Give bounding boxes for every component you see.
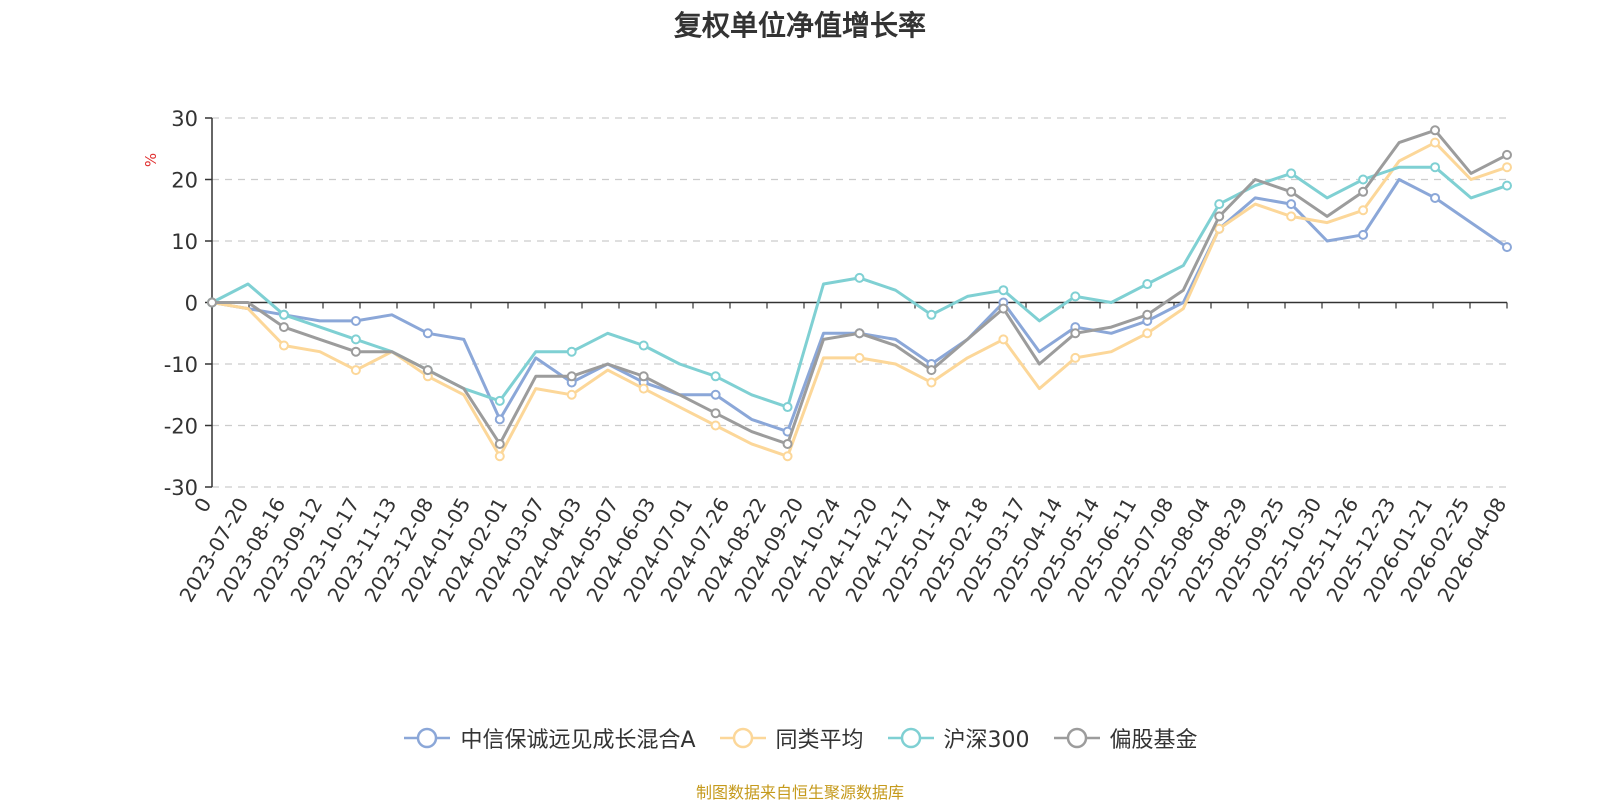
legend-label: 偏股基金 xyxy=(1109,728,1198,753)
data-point xyxy=(782,451,793,462)
data-point xyxy=(1286,186,1297,197)
series-line-0 xyxy=(211,178,1508,434)
data-point xyxy=(1502,242,1512,253)
data-point xyxy=(1142,279,1153,290)
legend-label: 同类平均 xyxy=(775,728,864,753)
legend-label: 中信保诚远见成长混合A xyxy=(460,728,696,753)
data-point xyxy=(1502,180,1512,191)
legend-swatch xyxy=(1053,727,1100,749)
data-point xyxy=(1142,309,1153,320)
data-point xyxy=(1214,211,1225,222)
data-point xyxy=(1214,223,1225,234)
legend-item-1[interactable]: 同类平均 xyxy=(718,722,864,754)
data-point xyxy=(422,328,433,339)
data-point xyxy=(207,297,217,308)
axes xyxy=(205,117,1508,488)
data-point xyxy=(1430,192,1441,203)
data-point xyxy=(1358,205,1369,216)
legend-swatch xyxy=(719,727,766,749)
data-point xyxy=(1286,211,1297,222)
data-point xyxy=(494,395,505,406)
chart-title: 复权单位净值增长率 xyxy=(673,9,926,42)
data-point xyxy=(494,414,505,425)
data-point xyxy=(1142,328,1153,339)
data-point xyxy=(1214,199,1225,210)
data-point xyxy=(350,365,361,376)
data-point xyxy=(278,340,289,351)
data-point xyxy=(926,365,937,376)
data-point xyxy=(278,322,289,333)
data-point xyxy=(1430,125,1441,136)
data-point xyxy=(1502,149,1512,160)
data-point xyxy=(350,346,361,357)
y-tick-label: 10 xyxy=(171,230,198,254)
data-point xyxy=(422,365,433,376)
data-point xyxy=(1358,229,1369,240)
data-point xyxy=(1502,162,1512,173)
data-point xyxy=(566,346,577,357)
data-point xyxy=(638,383,649,394)
data-point xyxy=(1358,174,1369,185)
data-point xyxy=(926,309,937,320)
legend-item-3[interactable]: 偏股基金 xyxy=(1052,722,1198,754)
data-point xyxy=(710,371,721,382)
series-line-2 xyxy=(211,165,1508,409)
data-point xyxy=(782,402,793,413)
data-point xyxy=(854,272,865,283)
data-point xyxy=(566,389,577,400)
series-line-3 xyxy=(212,128,1508,446)
legend-swatch xyxy=(887,727,934,749)
data-point xyxy=(1070,291,1081,302)
grid-lines xyxy=(212,117,1507,488)
data-point xyxy=(350,334,361,345)
legend-swatch xyxy=(404,727,451,749)
data-point xyxy=(494,438,505,449)
data-point xyxy=(926,377,937,388)
data-point xyxy=(998,334,1009,345)
y-tick-label: 20 xyxy=(171,169,198,193)
legend-item-0[interactable]: 中信保诚远见成长混合A xyxy=(402,722,696,754)
data-point xyxy=(1286,168,1297,179)
data-point xyxy=(1070,352,1081,363)
data-point xyxy=(710,420,721,431)
data-point xyxy=(278,309,289,320)
y-tick-label: -20 xyxy=(164,415,198,439)
legend-label: 沪深300 xyxy=(943,728,1030,753)
data-point xyxy=(1070,328,1081,339)
data-point xyxy=(1430,137,1441,148)
legend: 中信保诚远见成长混合A 同类平均 沪深300 偏股基金 xyxy=(0,722,1600,754)
data-point xyxy=(710,408,721,419)
data-point xyxy=(638,340,649,351)
data-point xyxy=(566,371,577,382)
x-tick-label: 0 xyxy=(189,494,216,517)
data-point xyxy=(854,328,865,339)
data-point xyxy=(710,389,721,400)
data-point xyxy=(998,285,1009,296)
data-point xyxy=(638,371,649,382)
y-tick-label: -10 xyxy=(164,353,198,377)
data-point xyxy=(998,303,1009,314)
source-note: 制图数据来自恒生聚源数据库 xyxy=(695,783,904,802)
y-tick-label: 0 xyxy=(185,292,198,316)
series-lines xyxy=(207,125,1512,462)
data-point xyxy=(782,438,793,449)
data-point xyxy=(494,451,505,462)
y-axis-label: % xyxy=(142,153,160,167)
y-tick-label: -30 xyxy=(164,476,198,500)
data-point xyxy=(1430,162,1441,173)
data-point xyxy=(1286,199,1297,210)
y-tick-label: 30 xyxy=(171,107,198,131)
legend-item-2[interactable]: 沪深300 xyxy=(886,722,1030,754)
data-point xyxy=(350,315,361,326)
data-point xyxy=(1358,186,1369,197)
data-point xyxy=(854,352,865,363)
